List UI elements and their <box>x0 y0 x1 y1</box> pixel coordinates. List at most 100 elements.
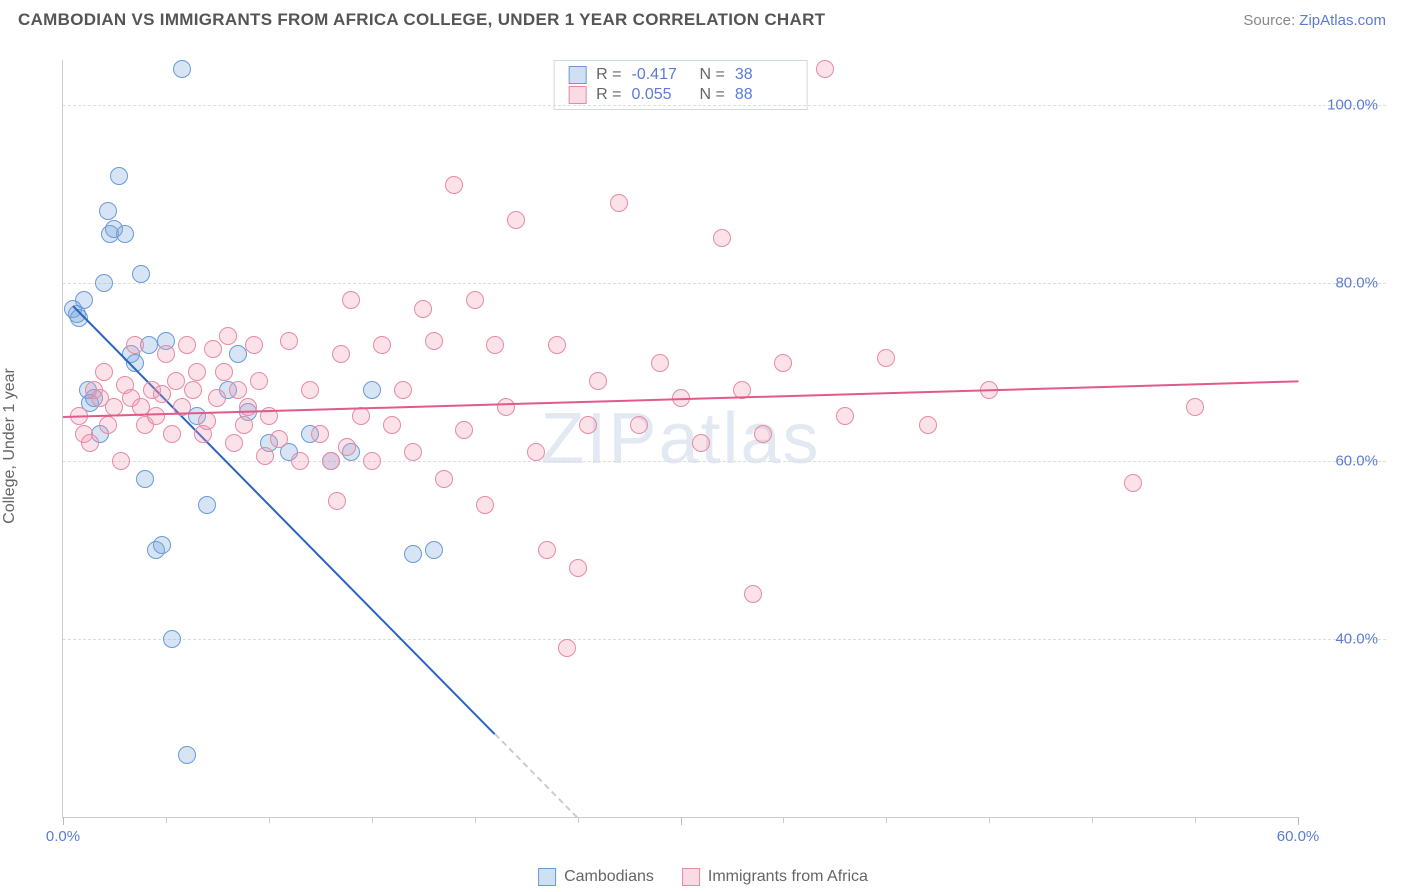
x-tick <box>989 817 990 823</box>
data-point <box>311 425 329 443</box>
legend-item: Cambodians <box>538 868 654 886</box>
data-point <box>147 407 165 425</box>
legend-swatch <box>538 868 556 886</box>
data-point <box>338 438 356 456</box>
data-point <box>445 176 463 194</box>
data-point <box>153 536 171 554</box>
data-point <box>877 349 895 367</box>
n-label: N = <box>700 86 725 104</box>
data-point <box>579 416 597 434</box>
data-point <box>497 398 515 416</box>
data-point <box>527 443 545 461</box>
data-point <box>1124 474 1142 492</box>
data-point <box>363 452 381 470</box>
data-point <box>235 416 253 434</box>
data-point <box>394 381 412 399</box>
x-tick <box>578 817 579 823</box>
watermark: ZIPatlas <box>540 398 820 480</box>
data-point <box>610 194 628 212</box>
data-point <box>466 291 484 309</box>
trend-line <box>495 734 579 819</box>
data-point <box>1186 398 1204 416</box>
data-point <box>404 443 422 461</box>
data-point <box>352 407 370 425</box>
data-point <box>507 211 525 229</box>
data-point <box>256 447 274 465</box>
r-label: R = <box>596 66 621 84</box>
data-point <box>425 332 443 350</box>
plot-area: ZIPatlas R =-0.417N =38R =0.055N =88 40.… <box>62 60 1298 818</box>
n-value: 38 <box>735 66 793 84</box>
data-point <box>651 354 669 372</box>
data-point <box>204 340 222 358</box>
data-point <box>215 363 233 381</box>
x-tick <box>269 817 270 823</box>
data-point <box>363 381 381 399</box>
correlation-legend: R =-0.417N =38R =0.055N =88 <box>553 60 808 110</box>
source-prefix: Source: <box>1243 12 1299 29</box>
data-point <box>229 345 247 363</box>
data-point <box>373 336 391 354</box>
legend-swatch <box>568 66 586 84</box>
data-point <box>301 381 319 399</box>
data-point <box>816 60 834 78</box>
legend-label: Cambodians <box>564 868 654 886</box>
data-point <box>95 274 113 292</box>
data-point <box>132 265 150 283</box>
data-point <box>692 434 710 452</box>
x-tick <box>475 817 476 823</box>
data-point <box>188 363 206 381</box>
data-point <box>239 398 257 416</box>
data-point <box>184 381 202 399</box>
legend-row: R =-0.417N =38 <box>568 65 793 85</box>
legend-label: Immigrants from Africa <box>708 868 868 886</box>
x-tick <box>1195 817 1196 823</box>
x-tick-label: 0.0% <box>46 828 80 845</box>
data-point <box>569 559 587 577</box>
data-point <box>136 470 154 488</box>
data-point <box>589 372 607 390</box>
data-point <box>836 407 854 425</box>
data-point <box>229 381 247 399</box>
data-point <box>99 202 117 220</box>
x-tick <box>886 817 887 823</box>
data-point <box>404 545 422 563</box>
data-point <box>291 452 309 470</box>
data-point <box>328 492 346 510</box>
r-label: R = <box>596 86 621 104</box>
data-point <box>198 412 216 430</box>
data-point <box>435 470 453 488</box>
data-point <box>270 430 288 448</box>
data-point <box>75 291 93 309</box>
data-point <box>95 363 113 381</box>
data-point <box>173 60 191 78</box>
data-point <box>178 746 196 764</box>
data-point <box>774 354 792 372</box>
data-point <box>744 585 762 603</box>
y-tick-label: 100.0% <box>1327 96 1378 113</box>
x-tick <box>63 817 64 825</box>
data-point <box>153 385 171 403</box>
data-point <box>332 345 350 363</box>
data-point <box>112 452 130 470</box>
legend-row: R =0.055N =88 <box>568 85 793 105</box>
x-tick <box>372 817 373 823</box>
data-point <box>163 630 181 648</box>
x-tick <box>1092 817 1093 823</box>
data-point <box>476 496 494 514</box>
chart-title: CAMBODIAN VS IMMIGRANTS FROM AFRICA COLL… <box>18 10 825 30</box>
data-point <box>548 336 566 354</box>
x-tick <box>681 817 682 825</box>
source-link[interactable]: ZipAtlas.com <box>1299 12 1386 29</box>
data-point <box>630 416 648 434</box>
data-point <box>713 229 731 247</box>
series-legend: Cambodians Immigrants from Africa <box>538 868 868 886</box>
data-point <box>486 336 504 354</box>
data-point <box>126 336 144 354</box>
data-point <box>342 291 360 309</box>
y-tick-label: 60.0% <box>1335 452 1378 469</box>
x-tick-label: 60.0% <box>1277 828 1320 845</box>
data-point <box>754 425 772 443</box>
x-tick <box>783 817 784 823</box>
data-point <box>322 452 340 470</box>
